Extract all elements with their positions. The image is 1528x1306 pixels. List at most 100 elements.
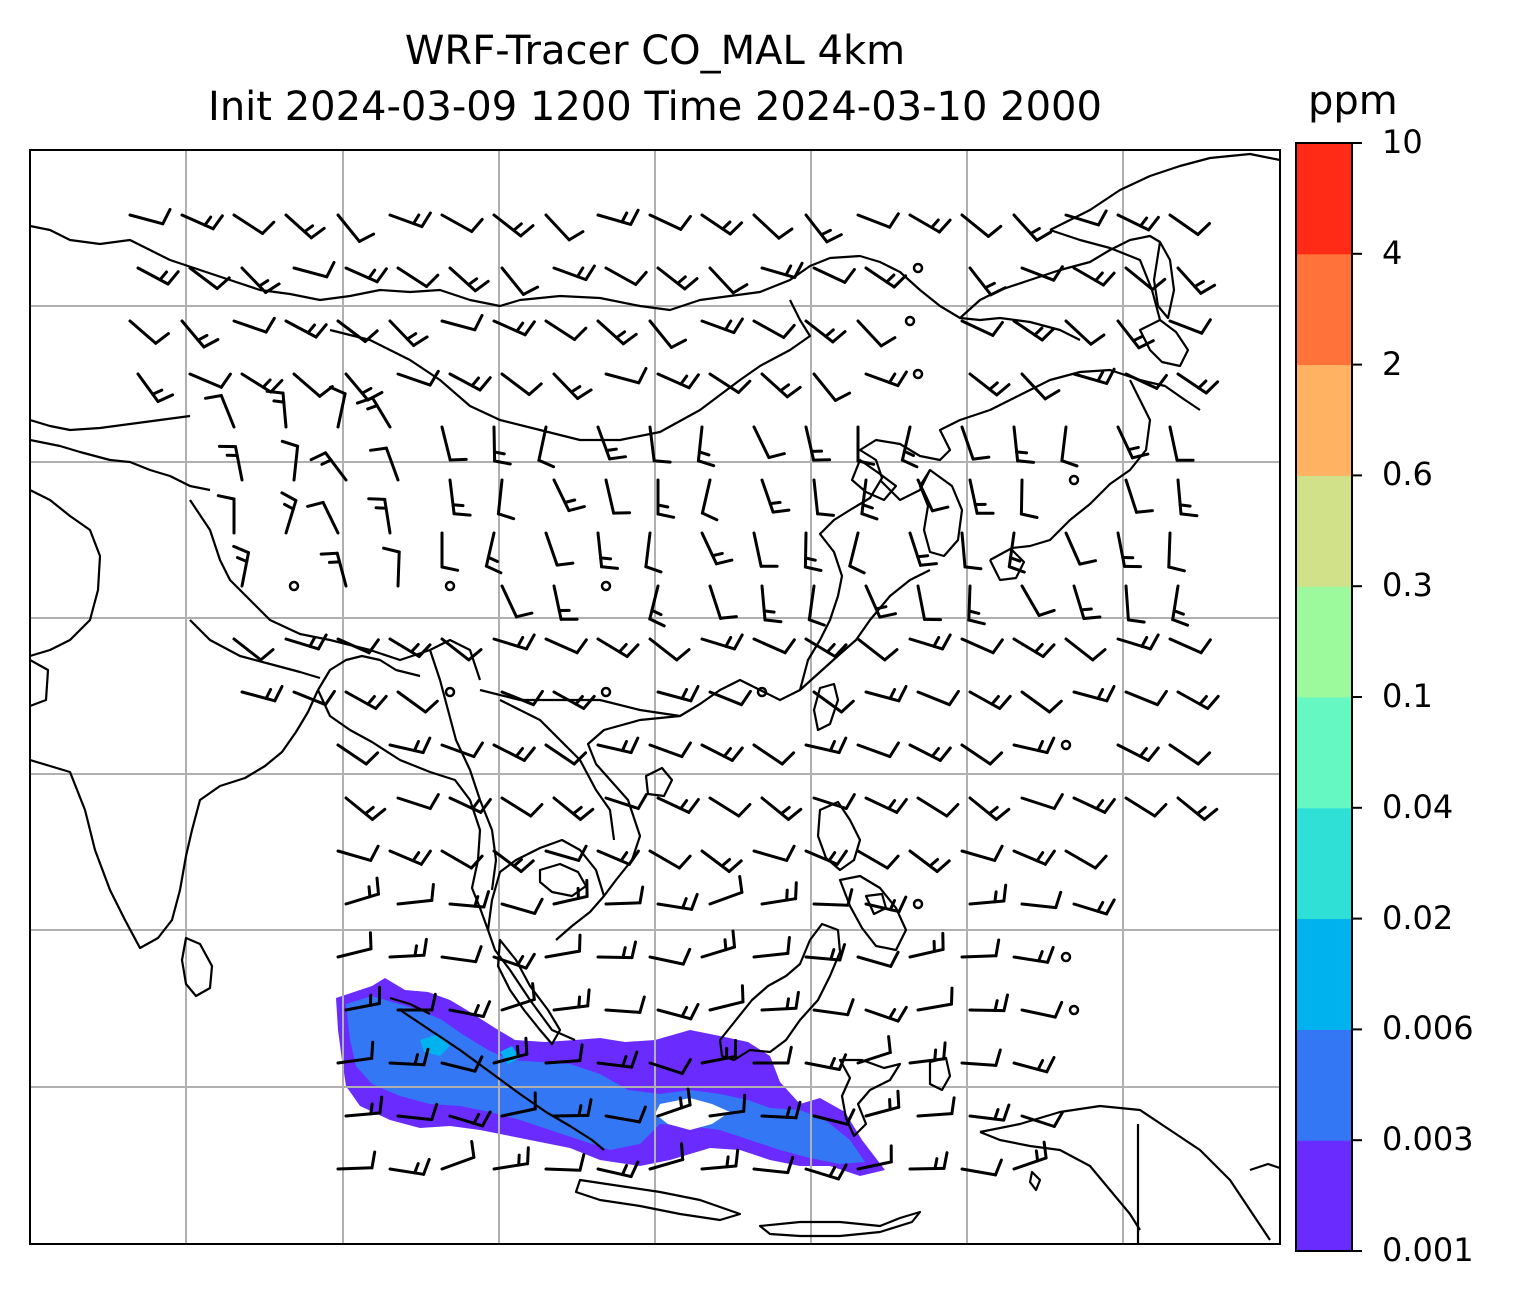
wind-barb: [656, 1087, 692, 1118]
wind-barb: [708, 266, 749, 295]
tracer-region-mid: [346, 996, 865, 1164]
wind-barb: [848, 531, 866, 575]
wind-barb: [812, 690, 855, 714]
calm-wind-marker: [756, 686, 768, 698]
wind-barb: [492, 1146, 530, 1171]
wind-barb: [180, 213, 224, 231]
wind-barb: [856, 950, 900, 968]
wind-barb: [369, 446, 400, 482]
wind-barb: [544, 1153, 586, 1172]
wind-barb: [804, 637, 848, 658]
wind-barb: [280, 491, 298, 535]
wind-barb: [355, 396, 392, 429]
wind-barb: [856, 849, 900, 870]
wind-barb: [396, 1102, 439, 1122]
wind-barb: [232, 316, 276, 334]
wind-barb: [440, 1055, 484, 1073]
wind-barb: [916, 689, 960, 707]
wind-barb: [492, 1036, 529, 1065]
wind-barb: [968, 883, 1008, 906]
wind-barb: [544, 319, 588, 341]
wind-barb: [908, 743, 952, 762]
wind-barb: [388, 1157, 431, 1176]
colorbar-tick-label: 4: [1382, 233, 1403, 272]
wind-barb: [1124, 372, 1168, 390]
wind-barb: [1012, 1140, 1048, 1171]
coastline-hokkaido: [1138, 318, 1190, 368]
wind-barb: [1072, 584, 1102, 620]
wind-barb: [916, 584, 942, 622]
wind-barb: [336, 743, 380, 766]
wind-barb: [1020, 890, 1063, 910]
wind-barb: [204, 394, 236, 429]
colorbar-tick-label: 0.02: [1382, 898, 1454, 937]
wind-barb: [344, 796, 387, 821]
wind-barb: [760, 990, 800, 1012]
wind-barb: [700, 849, 743, 873]
wind-barb: [648, 741, 692, 759]
wind-barb: [752, 213, 794, 240]
wind-barb: [188, 266, 231, 290]
wind-barb: [1168, 213, 1211, 236]
wind-barb: [336, 213, 376, 243]
coastline-lesser-sunda: [758, 1210, 922, 1238]
wind-barb: [496, 478, 516, 521]
wind-barb: [700, 743, 744, 762]
wind-barb: [336, 844, 380, 862]
wind-barb: [552, 878, 589, 906]
wind-barb: [760, 584, 783, 624]
wind-barb: [1012, 1056, 1056, 1074]
colorbar-tick-label: 0.001: [1382, 1231, 1474, 1269]
wind-barb: [752, 531, 779, 568]
wind-barb: [960, 1048, 1002, 1067]
wind-barb: [596, 1160, 640, 1179]
wind-barb: [968, 993, 1009, 1013]
wind-barb: [136, 266, 180, 286]
wind-barb: [908, 1041, 947, 1065]
wind-barb: [804, 736, 848, 755]
wind-barb: [492, 952, 536, 970]
wind-barb: [752, 425, 786, 460]
wind-barb: [812, 372, 852, 402]
wind-barb: [960, 1158, 1003, 1177]
coastline-malay-peninsula: [496, 938, 562, 1046]
coastline-japan-kyushu: [989, 549, 1026, 582]
wind-barb: [492, 743, 536, 762]
wind-barb: [864, 796, 908, 814]
wind-barb: [552, 478, 586, 513]
wind-barb: [960, 425, 991, 461]
colorbar-segment: [1296, 1029, 1352, 1141]
wind-barb: [604, 885, 645, 906]
colorbar-segment: [1296, 475, 1352, 587]
colorbar-segment: [1296, 807, 1352, 920]
wind-barb: [280, 439, 300, 482]
wind-barb: [1168, 425, 1195, 462]
calm-wind-marker: [600, 580, 612, 592]
wind-barb: [760, 261, 804, 279]
wind-barb: [388, 937, 428, 959]
coastline-arabia-west: [30, 659, 50, 708]
border-china-north: [30, 224, 1081, 341]
wind-barb: [1124, 796, 1168, 818]
wind-barb: [1064, 531, 1097, 566]
wind-barb: [552, 988, 591, 1012]
wind-barb: [644, 531, 663, 574]
wind-barb: [968, 796, 1011, 821]
wind-barb: [752, 743, 796, 766]
wind-barb: [492, 633, 536, 651]
wind-barb: [1060, 425, 1079, 468]
wind-barb: [596, 940, 637, 960]
wind-barb: [648, 947, 692, 966]
wind-barb: [336, 1150, 377, 1171]
wind-barb: [596, 531, 619, 570]
wind-barb: [1171, 584, 1190, 627]
wind-barb: [708, 875, 744, 906]
wind-barb: [232, 637, 275, 662]
wind-barb: [292, 689, 336, 707]
wind-barb: [240, 372, 284, 394]
wind-barb: [1020, 690, 1063, 714]
wind-barb: [440, 1140, 476, 1171]
wind-barb: [1168, 743, 1212, 766]
wind-barb: [812, 998, 855, 1017]
coastline-timor: [1028, 1170, 1042, 1192]
